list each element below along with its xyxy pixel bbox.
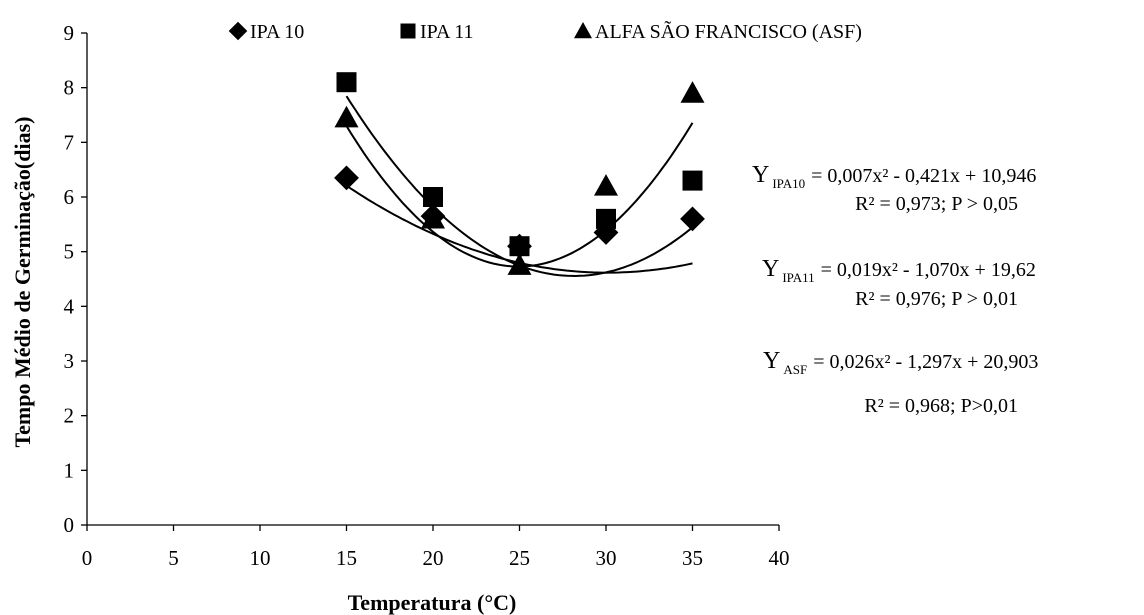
legend: IPA 10 IPA 11 ALFA SÃO FRANCISCO (ASF): [228, 19, 862, 43]
x-tick-label: 5: [168, 546, 179, 570]
equation-rhs: = 0,019x² - 1,070x + 19,62: [821, 259, 1036, 281]
x-tick-label: 40: [769, 546, 790, 570]
triangle-point: [334, 105, 359, 128]
legend-diamond-marker: [228, 21, 248, 41]
equation-stats: R² = 0,968; P>0,01: [864, 395, 1018, 417]
equation-subscript: ASF: [783, 362, 807, 377]
equation-subscript: IPA11: [782, 270, 814, 285]
equation-rhs: = 0,026x² - 1,297x + 20,903: [813, 351, 1038, 373]
square-point: [509, 236, 530, 257]
y-tick-label: 7: [64, 130, 75, 154]
y-tick-label: 5: [64, 240, 75, 264]
square-point: [596, 208, 616, 229]
y-tick-label: 2: [64, 404, 75, 428]
legend-square-marker: [400, 23, 416, 39]
square-point: [682, 170, 703, 191]
y-tick-label: 8: [64, 76, 75, 100]
diamond-point: [593, 220, 619, 245]
x-tick-label: 10: [250, 546, 271, 570]
equation-y: Y: [762, 256, 779, 282]
y-tick-label: 0: [64, 513, 75, 537]
equation-y: Y: [752, 162, 769, 188]
square-point: [336, 72, 357, 93]
x-tick-label: 0: [82, 546, 93, 570]
legend-label: ALFA SÃO FRANCISCO (ASF): [595, 19, 862, 43]
legend-label: IPA 11: [420, 21, 474, 43]
x-axis-title: Temperatura (°C): [348, 590, 517, 615]
equation-text: Y IPA10 = 0,007x² - 0,421x + 10,946: [752, 162, 1036, 191]
equation-subscript: IPA10: [772, 176, 805, 191]
legend-triangle-marker: [574, 22, 592, 39]
data-points: [334, 72, 705, 275]
x-tick-label: 20: [423, 546, 444, 570]
x-tick-label: 35: [682, 546, 703, 570]
triangle-point: [507, 253, 532, 275]
equation-stats: R² = 0,973; P > 0,05: [855, 193, 1018, 215]
y-tick-label: 9: [64, 21, 75, 45]
axes: 0 1 2 3 4 5 6 7 8 9 0 5 10 15 20 25 30 35 40: [64, 21, 790, 570]
equation-y: Y: [763, 348, 780, 374]
y-tick-label: 4: [64, 294, 75, 318]
x-tick-label: 25: [509, 546, 530, 570]
triangle-point: [594, 174, 618, 196]
y-tick-label: 3: [64, 349, 75, 373]
equation-stats: R² = 0,976; P > 0,01: [855, 288, 1018, 310]
diamond-point: [680, 206, 705, 232]
y-axis-title: Tempo Médio de Germinação(dias): [10, 117, 35, 448]
y-tick-label: 1: [64, 458, 75, 482]
equation-rhs: = 0,007x² - 0,421x + 10,946: [811, 165, 1036, 187]
square-point: [423, 187, 443, 207]
equation-text: Y ASF = 0,026x² - 1,297x + 20,903: [763, 348, 1038, 377]
triangle-point: [421, 206, 445, 229]
y-tick-label: 6: [64, 185, 75, 209]
triangle-point: [680, 81, 705, 103]
legend-label: IPA 10: [250, 21, 304, 43]
diamond-point: [334, 165, 359, 191]
equation-text: Y IPA11 = 0,019x² - 1,070x + 19,62: [762, 256, 1036, 285]
x-tick-label: 15: [336, 546, 357, 570]
x-tick-label: 30: [596, 546, 617, 570]
